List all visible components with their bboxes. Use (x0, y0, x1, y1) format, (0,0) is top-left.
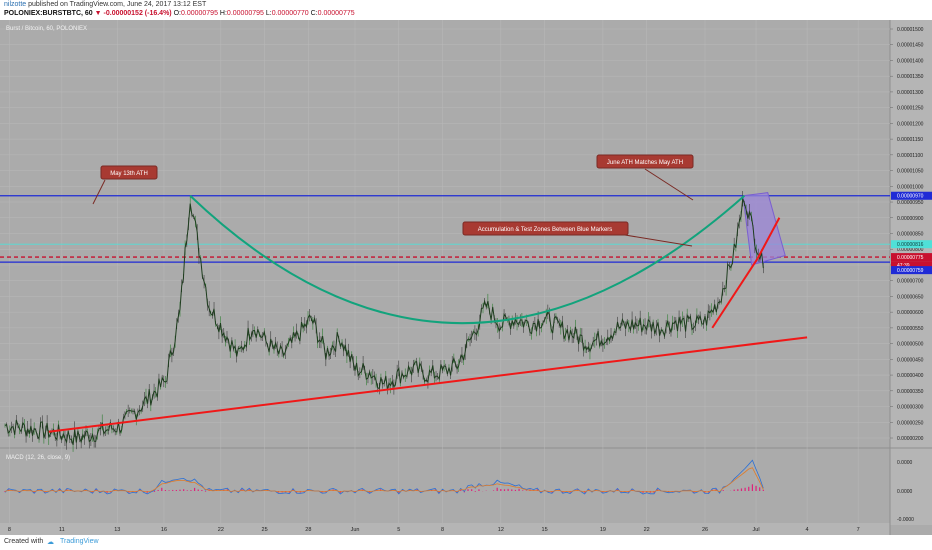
time-tick-label: Jun (351, 527, 360, 533)
price-tick-label: 0.00001000 (897, 184, 924, 190)
price-tick-label: 0.00001450 (897, 43, 924, 49)
price-tick-label: 0.00001300 (897, 90, 924, 96)
time-tick-labels: 8 11 13 16 22 25 28 Jun 5 8 12 15 19 22 26 Jul 4 7 (8, 527, 860, 533)
price-tick-label: 0.00000250 (897, 420, 924, 426)
price-tick-label: 0.00000800 (897, 247, 924, 253)
macd-title: MACD (12, 26, close, 9) (6, 455, 70, 461)
time-tick-label: 28 (305, 527, 311, 533)
time-tick-label: 12 (498, 527, 504, 533)
time-tick-label: 5 (397, 527, 400, 533)
published-text: published on TradingView.com, June 24, 2… (28, 1, 207, 8)
price-label: 47:39 (897, 263, 910, 269)
price-label-bg (891, 240, 932, 249)
price-tick-label: 0.00001100 (897, 153, 923, 159)
time-tick-label: 22 (218, 527, 224, 533)
price-tick-label: 0.00001200 (897, 121, 924, 127)
price-tick-label: 0.00000700 (897, 279, 924, 285)
macd-pane (0, 448, 890, 523)
price-tick-label: 0.00000900 (897, 216, 924, 222)
grid-lines (0, 20, 890, 523)
price-tick-label: 0.00000500 (897, 342, 924, 348)
price-label: 0.00000970 (897, 194, 924, 200)
price-tick-label: 0.00000600 (897, 310, 924, 316)
price-tick-label: 0.00000650 (897, 294, 924, 300)
price-tick-label: 0.00001350 (897, 74, 924, 80)
macd-tick-label: -0.0000 (897, 517, 914, 523)
price-tick-label: 0.00000350 (897, 389, 924, 395)
time-tick-label: 13 (114, 527, 120, 533)
price-tick-label: 0.00001050 (897, 169, 924, 175)
time-axis[interactable] (0, 523, 890, 535)
macd-tick-label: 0.0000 (897, 489, 913, 495)
symbol-label: POLONIEX:BURSTBTC, 60 (4, 10, 93, 17)
price-tick-label: 0.00000450 (897, 357, 924, 363)
price-label-bg (891, 253, 932, 262)
annotation-accum-text: Accumulation & Test Zones Between Blue M… (478, 227, 613, 233)
price-label: 0.00000816 (897, 242, 924, 248)
created-with-text: Created with (4, 538, 44, 545)
price-tick-label: 0.00000400 (897, 373, 924, 379)
price-label-bg (891, 261, 932, 270)
time-tick-label: 25 (262, 527, 268, 533)
time-tick-label: 7 (857, 527, 860, 533)
annotation-june[interactable]: June ATH Matches May ATH (596, 154, 694, 201)
price-label: 0.00000775 (897, 255, 924, 261)
price-tick-label: 0.00001250 (897, 106, 924, 112)
time-tick-label: Jul (753, 527, 760, 533)
cup-curve[interactable] (189, 194, 746, 324)
price-tick-label: 0.00000950 (897, 200, 924, 206)
time-tick-label: 11 (59, 527, 65, 533)
long-trend-line[interactable] (48, 336, 808, 433)
footer: Created with ☁ TradingView (0, 535, 932, 550)
price-tick-label: 0.00000300 (897, 405, 924, 411)
change-down-icon: ▼ (94, 10, 102, 17)
price-tick-label: 0.00000200 (897, 436, 924, 442)
price-tick-label: 0.00000850 (897, 232, 924, 238)
price-tick-label: 0.00001500 (897, 27, 924, 33)
author-link[interactable]: nilzotte (4, 1, 27, 8)
price-tick-labels: 0.00001500 0.00001450 0.00001400 0.00001350… (890, 27, 924, 442)
macd-tick-labels: 0.0000 0.0000 -0.0000 (897, 460, 914, 523)
horizontal-levels (0, 195, 890, 263)
time-tick-label: 26 (702, 527, 708, 533)
price-change: -0.00000152 (-16.4%) (103, 10, 172, 17)
annotation-may-text: May 13th ATH (110, 171, 148, 177)
price-series-line (4, 198, 764, 446)
ohlc-values: O:0.00000795 H:0.00000795 L:0.00000770 C… (173, 10, 355, 17)
annotation-accum[interactable]: Accumulation & Test Zones Between Blue M… (462, 221, 693, 247)
annotation-june-text: June ATH Matches May ATH (607, 160, 683, 166)
price-tick-label: 0.00000550 (897, 326, 924, 332)
pane-title: Burst / Bitcoin, 60, POLONIEX (6, 26, 87, 32)
tradingview-brand[interactable]: TradingView (60, 538, 99, 545)
price-tick-label: 0.00001400 (897, 58, 924, 64)
price-label-bg (891, 191, 932, 200)
chart-header: nilzotte published on TradingView.com, J… (0, 0, 932, 20)
chart-area[interactable]: 0.00001500 0.00001450 0.00001400 0.00001350… (0, 20, 932, 535)
price-labels: 0.000009700.000008160.0000077547:390.000… (891, 191, 932, 275)
price-chart[interactable]: 0.000015000.000014500.000014000.00001350… (0, 20, 932, 535)
time-tick-label: 15 (542, 527, 548, 533)
projection-trend-line[interactable] (756, 217, 781, 260)
projection-box[interactable] (742, 192, 786, 266)
price-label: 0.00000759 (897, 268, 924, 274)
tradingview-logo-icon[interactable]: ☁ (47, 539, 54, 546)
time-tick-label: 19 (600, 527, 606, 533)
price-label-bg (891, 266, 932, 275)
time-tick-label: 4 (806, 527, 809, 533)
time-tick-label: 8 (8, 527, 11, 533)
annotation-may[interactable]: May 13th ATH (92, 165, 158, 205)
time-tick-label: 22 (644, 527, 650, 533)
time-tick-label: 8 (441, 527, 444, 533)
price-pane (0, 20, 890, 448)
time-tick-label: 16 (161, 527, 167, 533)
macd-tick-label: 0.0000 (897, 460, 913, 466)
macd-signal-line (4, 467, 764, 493)
short-trend-line[interactable] (711, 258, 759, 329)
price-tick-label: 0.00001150 (897, 137, 923, 143)
